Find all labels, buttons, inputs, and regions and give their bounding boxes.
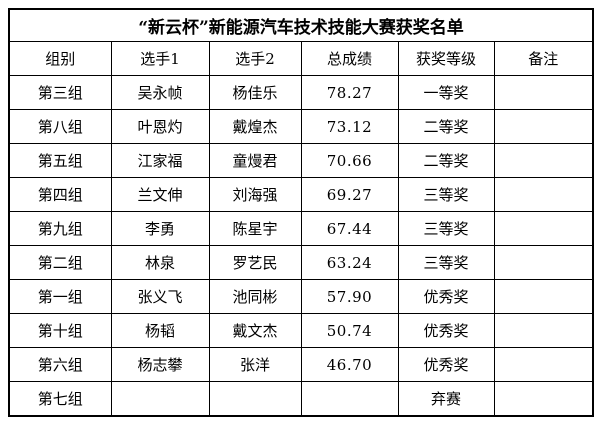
note-cell [493,177,594,212]
award-cell: 三等奖 [397,177,495,212]
column-header-score: 总成绩 [300,41,399,76]
group-cell: 第十组 [8,313,112,348]
score-cell: 69.27 [300,177,399,212]
player1-cell: 杨韬 [110,313,210,348]
note-cell [493,211,594,246]
column-header-player1: 选手1 [110,41,210,76]
table-row: 第八组 叶恩灼 戴煌杰 73.12 二等奖 [8,109,594,144]
table-row: 第十组 杨韬 戴文杰 50.74 优秀奖 [8,313,594,348]
table-row: 第六组 杨志攀 张洋 46.70 优秀奖 [8,347,594,382]
note-cell [493,381,594,417]
group-cell: 第四组 [8,177,112,212]
table-row: 第九组 李勇 陈星宇 67.44 三等奖 [8,211,594,246]
group-cell: 第二组 [8,245,112,280]
title-row: “新云杯”新能源汽车技术技能大赛获奖名单 [8,8,594,42]
group-cell: 第九组 [8,211,112,246]
score-cell: 50.74 [300,313,399,348]
player2-cell: 罗艺民 [208,245,302,280]
column-header-note: 备注 [493,41,594,76]
award-cell: 优秀奖 [397,279,495,314]
award-cell: 三等奖 [397,211,495,246]
note-cell [493,279,594,314]
player1-cell: 江家福 [110,143,210,178]
award-table: “新云杯”新能源汽车技术技能大赛获奖名单 组别 选手1 选手2 总成绩 获奖等级… [8,8,594,417]
player1-cell: 张义飞 [110,279,210,314]
player2-cell: 戴文杰 [208,313,302,348]
group-cell: 第八组 [8,109,112,144]
table-row: 第四组 兰文伸 刘海强 69.27 三等奖 [8,177,594,212]
player1-cell: 叶恩灼 [110,109,210,144]
table-title: “新云杯”新能源汽车技术技能大赛获奖名单 [8,8,594,42]
player2-cell: 陈星宇 [208,211,302,246]
column-header-group: 组别 [8,41,112,76]
player2-cell: 刘海强 [208,177,302,212]
table-row: 第三组 吴永帧 杨佳乐 78.27 一等奖 [8,75,594,110]
player2-cell: 池同彬 [208,279,302,314]
group-cell: 第五组 [8,143,112,178]
table-row: 第二组 林泉 罗艺民 63.24 三等奖 [8,245,594,280]
player2-cell: 童熳君 [208,143,302,178]
player1-cell [110,381,210,417]
score-cell [300,381,399,417]
table-row: 第七组 弃赛 [8,381,594,417]
score-cell: 46.70 [300,347,399,382]
player2-cell [208,381,302,417]
award-cell: 二等奖 [397,109,495,144]
note-cell [493,75,594,110]
group-cell: 第三组 [8,75,112,110]
award-cell: 优秀奖 [397,347,495,382]
award-cell: 优秀奖 [397,313,495,348]
note-cell [493,143,594,178]
score-cell: 67.44 [300,211,399,246]
score-cell: 63.24 [300,245,399,280]
table-row: 第一组 张义飞 池同彬 57.90 优秀奖 [8,279,594,314]
score-cell: 70.66 [300,143,399,178]
score-cell: 78.27 [300,75,399,110]
column-header-award: 获奖等级 [397,41,495,76]
player1-cell: 杨志攀 [110,347,210,382]
note-cell [493,347,594,382]
note-cell [493,109,594,144]
group-cell: 第六组 [8,347,112,382]
group-cell: 第七组 [8,381,112,417]
header-row: 组别 选手1 选手2 总成绩 获奖等级 备注 [8,41,594,76]
player2-cell: 杨佳乐 [208,75,302,110]
player2-cell: 戴煌杰 [208,109,302,144]
player1-cell: 吴永帧 [110,75,210,110]
award-cell: 二等奖 [397,143,495,178]
score-cell: 73.12 [300,109,399,144]
note-cell [493,245,594,280]
award-cell: 一等奖 [397,75,495,110]
player1-cell: 兰文伸 [110,177,210,212]
player2-cell: 张洋 [208,347,302,382]
group-cell: 第一组 [8,279,112,314]
table-row: 第五组 江家福 童熳君 70.66 二等奖 [8,143,594,178]
player1-cell: 李勇 [110,211,210,246]
column-header-player2: 选手2 [208,41,302,76]
award-cell: 三等奖 [397,245,495,280]
award-cell: 弃赛 [397,381,495,417]
note-cell [493,313,594,348]
player1-cell: 林泉 [110,245,210,280]
score-cell: 57.90 [300,279,399,314]
